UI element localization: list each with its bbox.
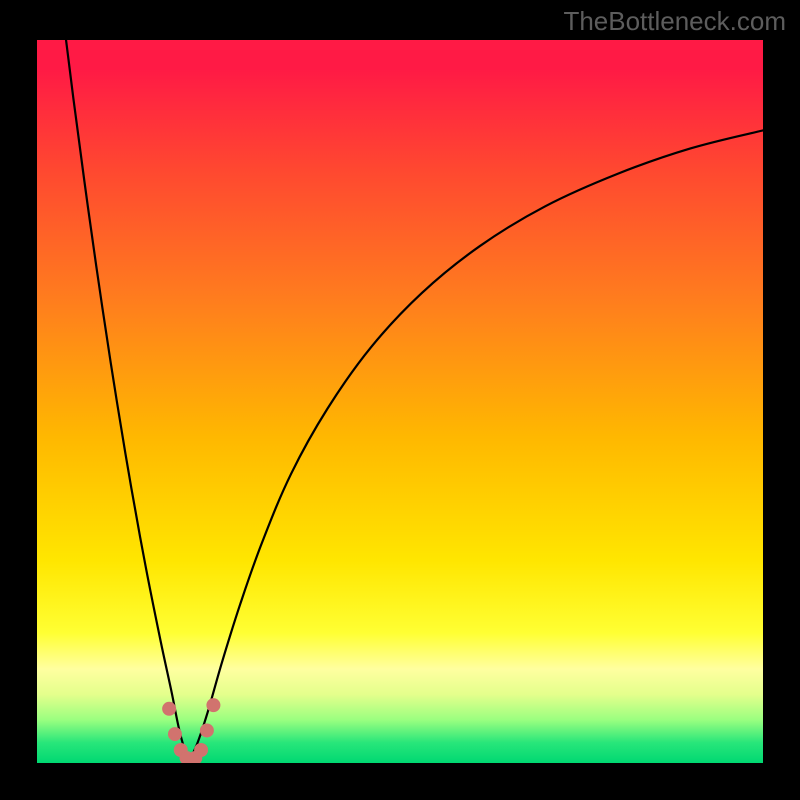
watermark-text: TheBottleneck.com (563, 6, 786, 37)
data-marker (163, 702, 176, 715)
data-marker (195, 743, 208, 756)
chart-plot-area (37, 40, 763, 763)
chart-svg (37, 40, 763, 763)
gradient-background (37, 40, 763, 763)
data-marker (168, 728, 181, 741)
data-marker (207, 699, 220, 712)
data-marker (200, 724, 213, 737)
